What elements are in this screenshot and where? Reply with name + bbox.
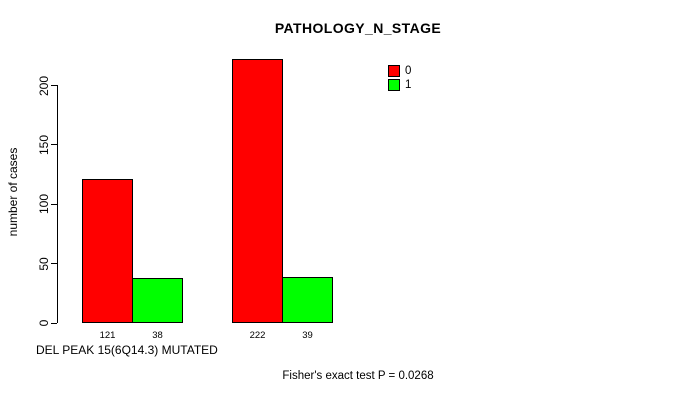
legend-swatch-icon bbox=[388, 78, 400, 91]
y-tick-label: 200 bbox=[37, 75, 51, 96]
legend-swatch-icon bbox=[388, 65, 400, 77]
y-tick-mark bbox=[51, 144, 57, 146]
legend-item-0: 0 bbox=[388, 65, 411, 77]
y-tick-label: 150 bbox=[37, 134, 51, 155]
y-tick-label: 50 bbox=[37, 256, 51, 271]
y-tick-mark bbox=[51, 85, 57, 86]
chart-title: PATHOLOGY_N_STAGE bbox=[274, 20, 442, 36]
legend-item-1: 1 bbox=[388, 78, 412, 91]
bar-series1-group2 bbox=[282, 276, 333, 323]
y-axis-title: number of cases bbox=[6, 147, 20, 237]
y-tick-mark bbox=[51, 203, 57, 205]
y-tick-label: 0 bbox=[37, 319, 51, 327]
y-tick-mark bbox=[51, 322, 57, 324]
bar-value-label: 39 bbox=[302, 330, 313, 341]
y-tick-label: 100 bbox=[37, 194, 51, 215]
legend-label: 0 bbox=[405, 65, 412, 77]
legend-label: 1 bbox=[405, 78, 412, 91]
y-axis-line bbox=[57, 85, 58, 323]
annotation-text: Fisher's exact test P = 0.0268 bbox=[282, 370, 434, 382]
bar-series0-group2 bbox=[232, 59, 283, 323]
y-tick-mark bbox=[51, 263, 57, 265]
bar-value-label: 222 bbox=[249, 330, 266, 341]
bar-value-label: 38 bbox=[152, 330, 163, 341]
bar-value-label: 121 bbox=[99, 330, 116, 341]
x-axis-title: DEL PEAK 15(6Q14.3) MUTATED bbox=[36, 343, 218, 357]
bar-series0-group1 bbox=[82, 179, 133, 323]
bar-series1-group1 bbox=[132, 277, 183, 323]
